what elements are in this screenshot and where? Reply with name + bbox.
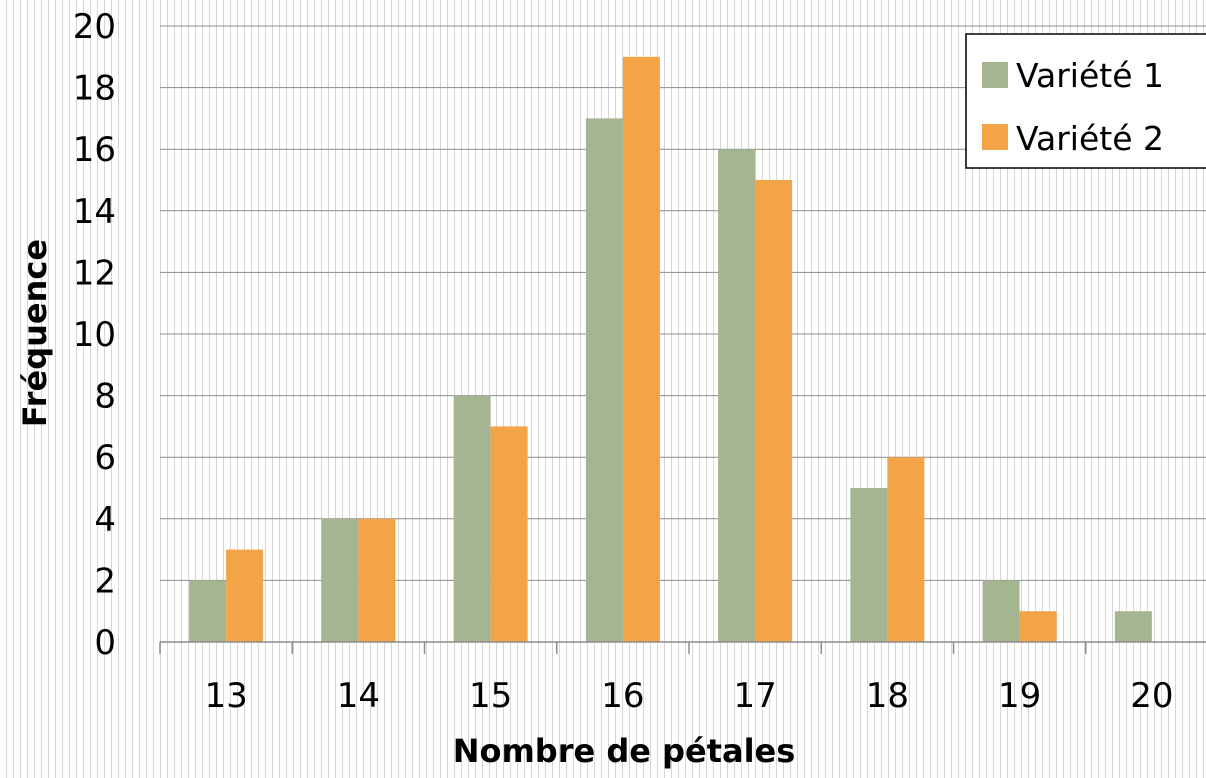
bar-series-1-19 — [982, 580, 1020, 642]
bar-series-1-15 — [453, 395, 491, 642]
bar-series-1-13 — [189, 580, 227, 642]
bar-series-1-17 — [718, 149, 756, 642]
y-tick-label: 6 — [94, 438, 116, 478]
x-tick-label: 18 — [866, 676, 909, 716]
y-axis-title: Fréquence — [16, 239, 54, 427]
x-tick-label: 17 — [733, 676, 776, 716]
bar-series-2-17 — [755, 180, 793, 642]
legend-swatch-series-2 — [982, 124, 1008, 150]
bar-series-1-20 — [1114, 611, 1152, 642]
y-tick-label: 8 — [94, 377, 116, 417]
legend-entry-series-1: Variété 1 — [982, 56, 1164, 95]
bar-series-1-18 — [850, 488, 888, 642]
y-tick-label: 20 — [73, 7, 116, 47]
legend-label-series-2: Variété 2 — [1016, 119, 1164, 158]
x-axis-title: Nombre de pétales — [453, 732, 796, 770]
x-tick-labels: 13 14 15 16 17 18 19 20 — [204, 676, 1173, 716]
y-tick-label: 2 — [94, 561, 116, 601]
x-tick-label: 14 — [337, 676, 380, 716]
bar-series-2-14 — [358, 518, 396, 642]
legend-entry-series-2: Variété 2 — [982, 119, 1164, 158]
bar-series-2-19 — [1019, 611, 1057, 642]
bars — [189, 56, 1152, 643]
bar-series-2-16 — [622, 56, 660, 643]
x-tick-label: 13 — [204, 676, 247, 716]
x-tick-label: 20 — [1130, 676, 1173, 716]
bar-series-1-16 — [585, 118, 623, 642]
bar-series-2-15 — [490, 426, 528, 642]
legend-label-series-1: Variété 1 — [1016, 56, 1164, 95]
axes — [159, 641, 1206, 654]
bar-series-1-14 — [321, 518, 359, 642]
x-tick-label: 16 — [601, 676, 644, 716]
y-tick-label: 10 — [73, 315, 116, 355]
y-tick-label: 12 — [73, 253, 116, 293]
y-tick-label: 16 — [73, 130, 116, 170]
y-tick-label: 18 — [73, 69, 116, 109]
y-tick-labels: 0 2 4 6 8 10 12 14 16 18 20 — [73, 7, 116, 663]
x-tick-label: 15 — [469, 676, 512, 716]
x-tick-label: 19 — [998, 676, 1041, 716]
y-tick-label: 4 — [94, 500, 116, 540]
bar-series-2-13 — [226, 549, 264, 642]
legend-swatch-series-1 — [982, 62, 1008, 88]
y-tick-label: 14 — [73, 192, 116, 232]
bar-series-2-18 — [887, 457, 925, 642]
y-tick-label: 0 — [94, 623, 116, 663]
legend: Variété 1 Variété 2 — [965, 33, 1206, 169]
